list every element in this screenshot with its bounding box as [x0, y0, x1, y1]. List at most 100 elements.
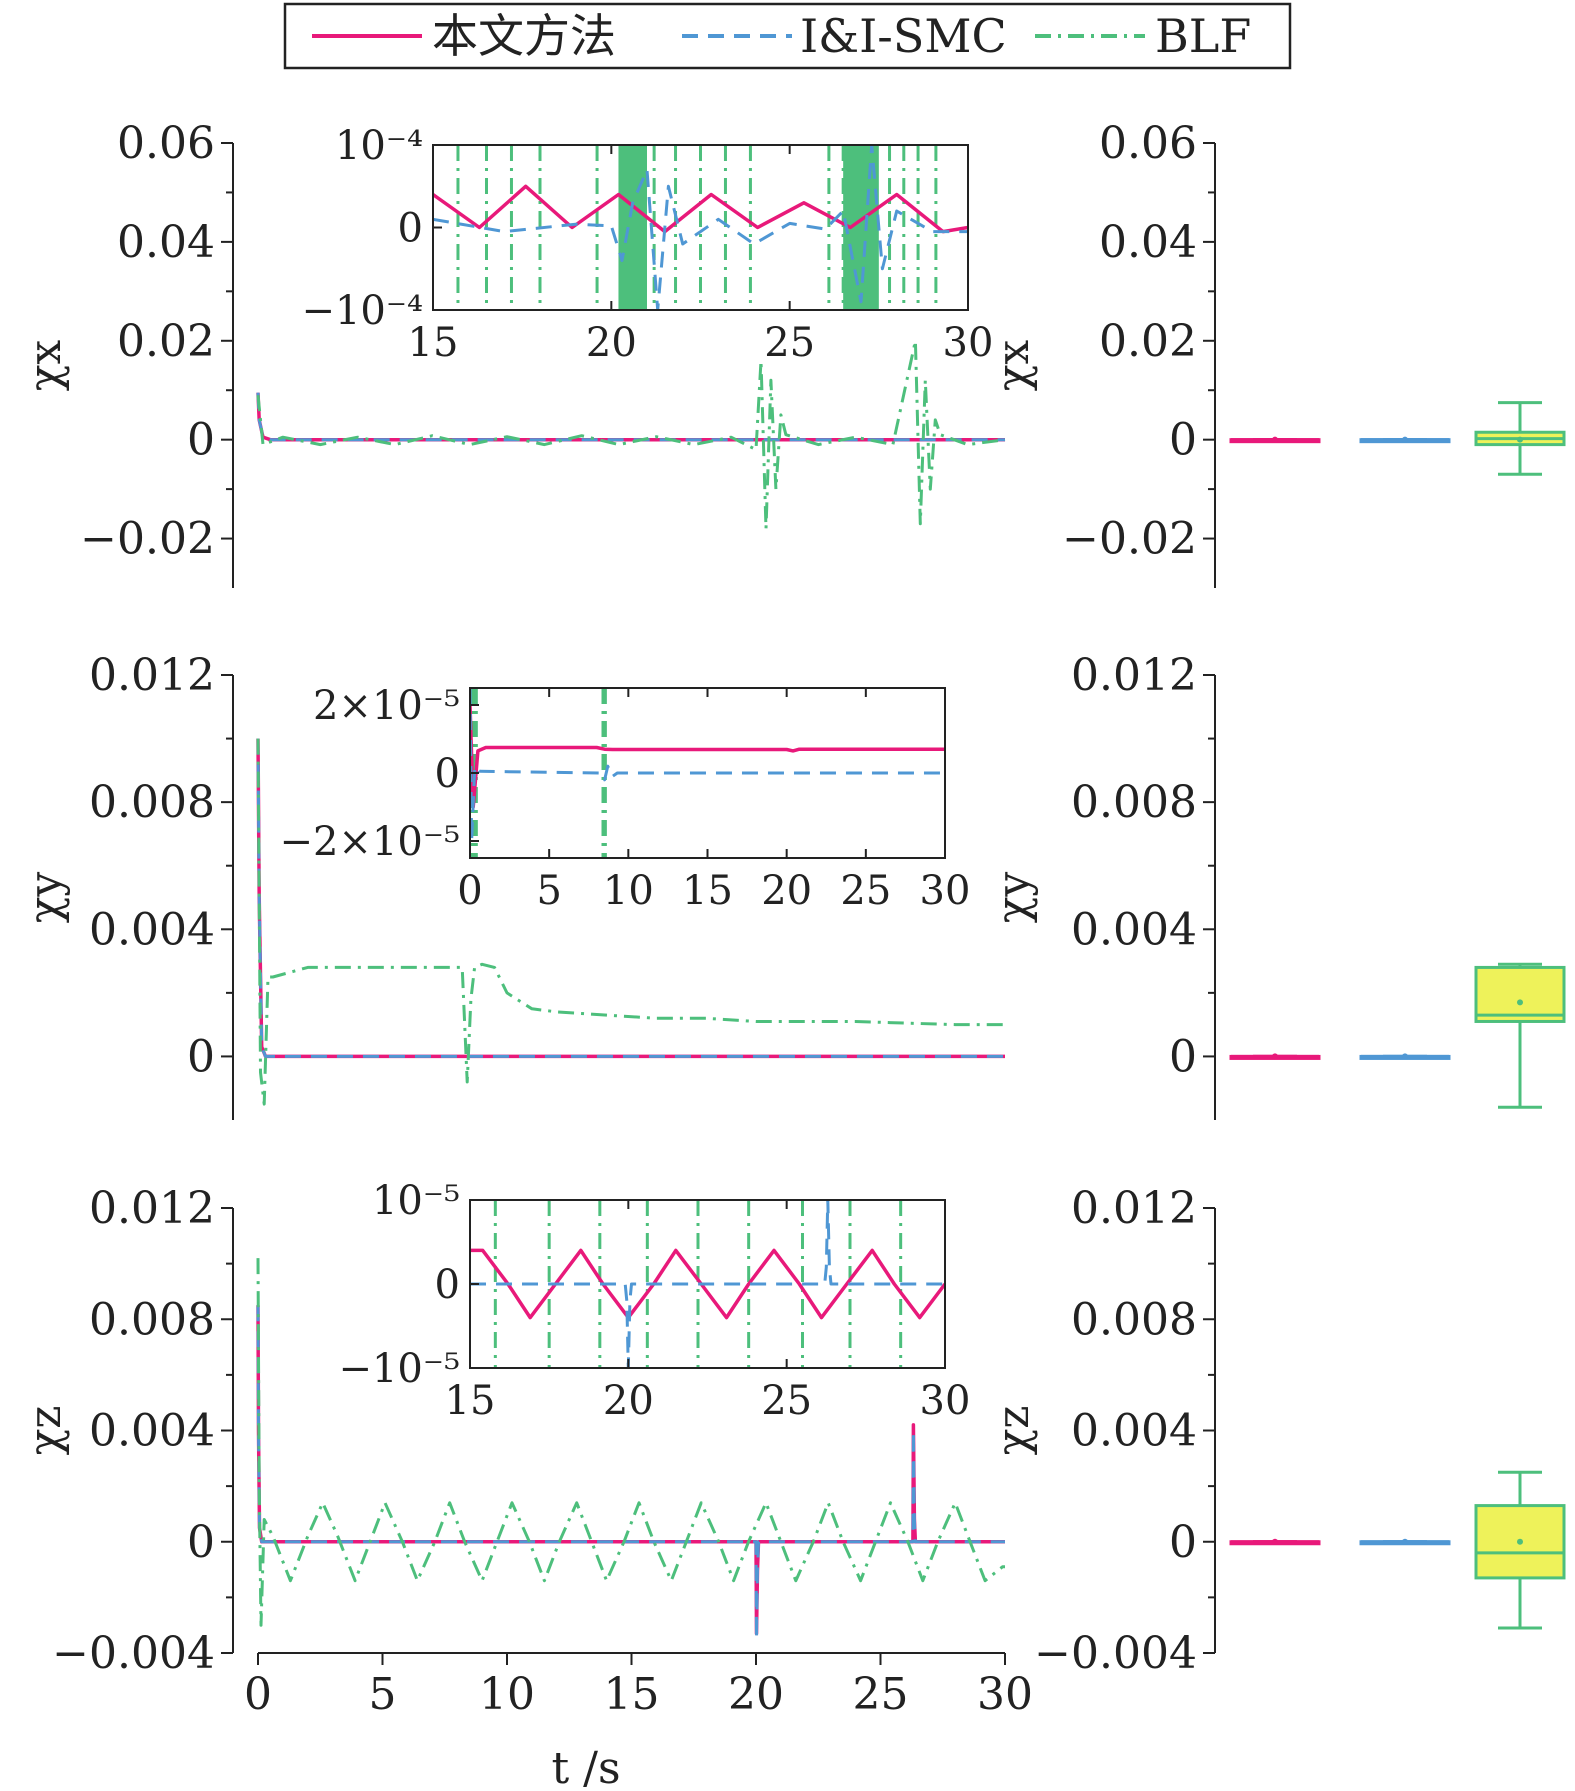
box-y-tick-label: 0.012: [1071, 1183, 1197, 1234]
inset-y-tick-label: −10⁻⁵: [338, 1346, 460, 1392]
x-tick-label: 15: [604, 1669, 660, 1720]
inset-x-tick-label: 0: [457, 868, 482, 914]
box-y-tick-label: 0.004: [1071, 904, 1197, 955]
box-iqr: [1474, 965, 1566, 1023]
box-y-tick-label: 0.004: [1071, 1406, 1197, 1457]
boxplot-chi_z_box: −0.004 0 0.004 0.008 0.012 χz: [988, 1183, 1566, 1679]
inset-y-tick-label: −2×10⁻⁵: [279, 819, 460, 865]
main-series-2: [256, 738, 1005, 1106]
legend: 本文方法 I&I-SMC BLF: [283, 2, 1292, 70]
box-y-tick-label: 0.06: [1099, 118, 1197, 169]
legend-label-blf: BLF: [1155, 9, 1251, 63]
legend-label-method: 本文方法: [432, 9, 616, 63]
panel-chi_x_time: −0.02 0 0.02 0.04 0.06 χx 15 20 25 30 −10⁻⁴ 0 10⁻⁴ −0…: [20, 118, 1566, 588]
inset-chi_x_time: 15 20 25 30 −10⁻⁴ 0 10⁻⁴: [301, 123, 993, 366]
x-tick-label: 5: [369, 1669, 397, 1720]
inset-series-1: [433, 145, 968, 310]
box-y-tick-label: 0: [1169, 1517, 1197, 1568]
y-tick-label: 0: [187, 1517, 215, 1568]
inset-y-tick-label: 0: [435, 751, 460, 797]
y-tick-label: 0.004: [89, 904, 215, 955]
box-mean: [1402, 436, 1408, 443]
inset-x-tick-label: 15: [408, 320, 459, 366]
y-tick-label: 0.008: [89, 777, 215, 828]
inset-chi_y_time: 0 5 10 15 20 25 30−2×10⁻⁵02×10⁻⁵: [279, 683, 970, 914]
box-y-tick-label: 0.008: [1071, 777, 1197, 828]
inset-series-1: [470, 1200, 945, 1368]
box-y-tick-label: −0.02: [1062, 514, 1197, 565]
box-y-axis-label: χz: [988, 1406, 1039, 1456]
main-x-axis-label: t /s: [551, 1743, 620, 1791]
main-series-2: [256, 1258, 1005, 1627]
box-mean: [1272, 436, 1278, 443]
box-y-tick-label: −0.004: [1034, 1628, 1197, 1679]
box-y-tick-label: 0: [1169, 1031, 1197, 1082]
inset-x-tick-label: 30: [920, 1378, 971, 1424]
y-tick-label: 0.008: [89, 1294, 215, 1345]
inset-x-tick-label: 25: [764, 320, 815, 366]
y-axis-label: χy: [20, 872, 71, 924]
y-tick-label: −0.004: [52, 1628, 215, 1679]
y-axis-label: χz: [20, 1406, 71, 1456]
y-tick-label: 0.004: [89, 1406, 215, 1457]
inset-y-tick-label: 0: [435, 1262, 460, 1308]
panel-chi_z_time: −0.004 0 0.004 0.008 0.012 0 5 10 15 20 25 30 χz 15 20…: [20, 1178, 1566, 1720]
box-mean: [1272, 1538, 1278, 1545]
box-mean: [1517, 999, 1523, 1006]
box-mean: [1272, 1053, 1278, 1060]
y-axis-label: χx: [20, 340, 71, 392]
inset-chi_z_time: 15 20 25 30 −10⁻⁵ 0 10⁻⁵: [338, 1178, 970, 1424]
y-tick-label: 0.04: [117, 217, 215, 268]
panels: −0.02 0 0.02 0.04 0.06 χx 15 20 25 30 −10⁻⁴ 0 10⁻⁴ −0…: [20, 118, 1566, 1720]
x-tick-label: 10: [479, 1669, 535, 1720]
inset-x-tick-label: 10: [603, 868, 654, 914]
inset-x-tick-label: 20: [761, 868, 812, 914]
main-series-1: [256, 392, 1005, 442]
box-mean: [1517, 436, 1523, 443]
y-tick-label: 0.02: [117, 316, 215, 367]
x-tick-label: 25: [853, 1669, 909, 1720]
inset-y-tick-label: 10⁻⁵: [372, 1178, 460, 1224]
box-y-axis-label: χx: [988, 340, 1039, 392]
box-mean: [1517, 1538, 1523, 1545]
x-tick-label: 30: [977, 1669, 1033, 1720]
inset-x-tick-label: 5: [536, 868, 561, 914]
inset-series: [433, 145, 968, 310]
y-tick-label: 0.012: [89, 650, 215, 701]
inset-series: [470, 1200, 945, 1368]
inset-x-tick-label: 20: [603, 1378, 654, 1424]
inset-series-0: [470, 704, 945, 809]
y-tick-label: 0.012: [89, 1183, 215, 1234]
inset-x-tick-label: 30: [943, 320, 994, 366]
inset-x-tick-label: 30: [920, 868, 971, 914]
inset-series-1: [470, 688, 945, 843]
box-y-tick-label: 0.04: [1099, 217, 1197, 268]
x-tick-label: 20: [728, 1669, 784, 1720]
main-series: [256, 1258, 1005, 1641]
inset-series: [470, 688, 945, 858]
box-y-tick-label: 0.02: [1099, 316, 1197, 367]
main-series: [256, 339, 1006, 531]
box-y-tick-label: 0.012: [1071, 650, 1197, 701]
box-y-axis-label: χy: [988, 872, 1039, 924]
inset-y-tick-label: 10⁻⁴: [335, 123, 423, 169]
legend-label-iismc: I&I-SMC: [800, 9, 1007, 63]
inset-x-tick-label: 15: [682, 868, 733, 914]
inset-y-tick-label: 2×10⁻⁵: [313, 683, 460, 729]
y-tick-label: 0.06: [117, 118, 215, 169]
inset-x-tick-label: 25: [761, 1378, 812, 1424]
y-tick-label: −0.02: [80, 514, 215, 565]
main-series-2: [256, 339, 1006, 531]
y-tick-label: 0: [187, 415, 215, 466]
inset-y-tick-label: 0: [398, 206, 423, 252]
x-tick-label: 0: [244, 1669, 272, 1720]
main-series: [256, 738, 1005, 1106]
inset-x-tick-label: 20: [586, 320, 637, 366]
box-y-tick-label: 0: [1169, 415, 1197, 466]
box-mean: [1402, 1538, 1408, 1545]
boxplot-chi_y_box: 0 0.004 0.008 0.012 χy: [988, 650, 1566, 1120]
boxplot-chi_x_box: −0.02 0 0.02 0.04 0.06 χx: [988, 118, 1566, 588]
inset-x-tick-label: 25: [840, 868, 891, 914]
